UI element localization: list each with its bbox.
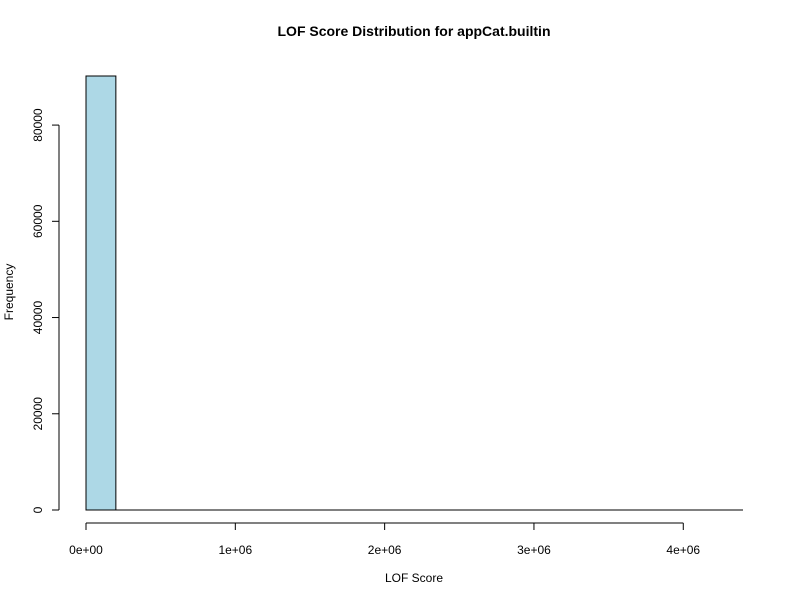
y-tick-label: 60000 (31, 204, 45, 238)
x-tick-label: 3e+06 (517, 543, 551, 557)
x-tick-label: 1e+06 (218, 543, 252, 557)
y-tick-label: 0 (31, 506, 45, 513)
y-tick-label: 40000 (31, 301, 45, 335)
x-tick-label: 2e+06 (368, 543, 402, 557)
x-tick-label: 4e+06 (666, 543, 700, 557)
x-tick-label: 0e+00 (69, 543, 103, 557)
y-tick-label: 20000 (31, 397, 45, 431)
y-axis-label: Frequency (2, 264, 16, 321)
x-axis: 0e+00 1e+06 2e+06 3e+06 4e+06 (69, 522, 700, 557)
histogram-bar (85, 75, 117, 511)
y-tick-label: 80000 (31, 108, 45, 142)
x-axis-label: LOF Score (385, 571, 443, 585)
chart-title: LOF Score Distribution for appCat.builti… (278, 23, 551, 39)
bars-group (85, 75, 743, 511)
y-axis: 0 20000 40000 60000 80000 (31, 108, 60, 513)
